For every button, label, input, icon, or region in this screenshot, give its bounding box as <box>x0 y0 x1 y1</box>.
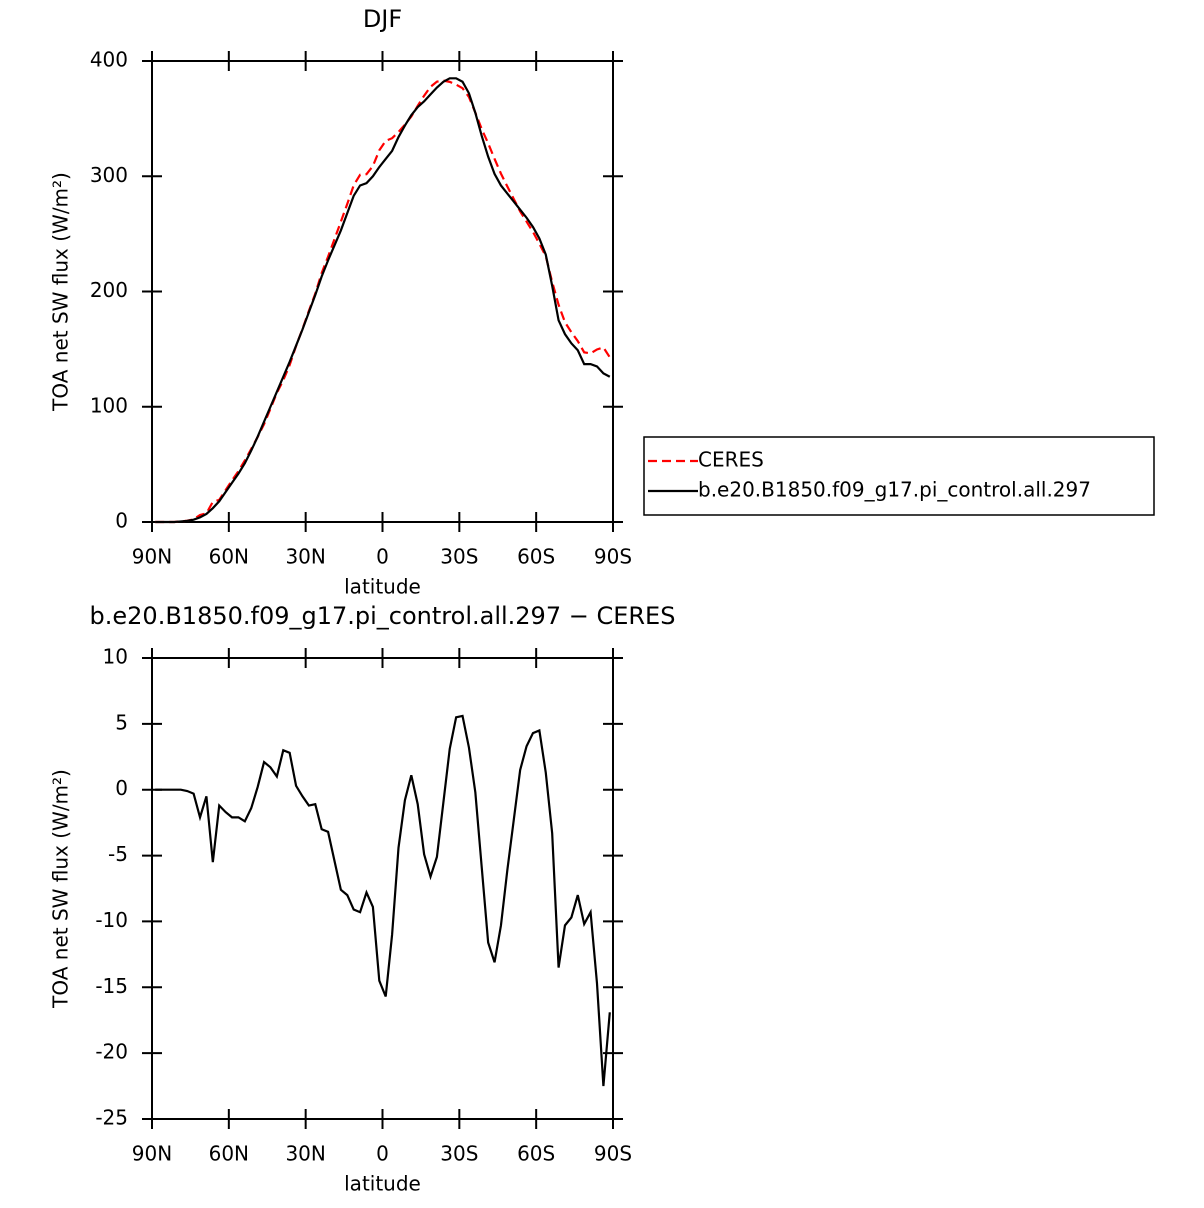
x-tick-label: 90N <box>132 545 172 569</box>
chart-title: b.e20.B1850.f09_g17.pi_control.all.297 −… <box>90 602 676 630</box>
x-tick-label: 30N <box>285 1142 325 1166</box>
y-tick-label: 300 <box>90 163 128 187</box>
y-tick-label: -15 <box>95 974 128 998</box>
x-tick-label: 60N <box>209 1142 249 1166</box>
y-tick-label: 200 <box>90 278 128 302</box>
x-tick-label: 90S <box>594 1142 632 1166</box>
chart-title: DJF <box>363 5 402 33</box>
x-tick-label: 60S <box>517 545 555 569</box>
data-line <box>155 714 611 1087</box>
x-tick-label: 90N <box>132 1142 172 1166</box>
x-tick-label: 30S <box>440 1142 478 1166</box>
x-tick-label: 0 <box>376 1142 389 1166</box>
y-tick-label: -25 <box>95 1106 128 1130</box>
y-tick-label: 0 <box>115 776 128 800</box>
x-tick-label: 0 <box>376 545 389 569</box>
data-line <box>155 79 611 524</box>
y-tick-label: 5 <box>115 710 128 734</box>
y-axis-label: TOA net SW flux (W/m²) <box>49 769 73 1009</box>
y-tick-label: 400 <box>90 48 128 72</box>
y-tick-label: -5 <box>108 842 128 866</box>
y-tick-label: 100 <box>90 393 128 417</box>
x-axis-label: latitude <box>344 575 421 599</box>
y-axis-label: TOA net SW flux (W/m²) <box>49 172 73 412</box>
y-tick-label: 0 <box>115 509 128 533</box>
x-tick-label: 30S <box>440 545 478 569</box>
plot-frame <box>151 657 614 1120</box>
legend-label: CERES <box>698 448 764 472</box>
x-axis-label: latitude <box>344 1172 421 1196</box>
legend-box <box>643 436 1155 516</box>
data-line <box>155 77 611 524</box>
x-tick-label: 30N <box>285 545 325 569</box>
y-tick-label: -20 <box>95 1040 128 1064</box>
x-tick-label: 60S <box>517 1142 555 1166</box>
x-tick-label: 90S <box>594 545 632 569</box>
y-tick-label: 10 <box>103 645 128 669</box>
legend-label: b.e20.B1850.f09_g17.pi_control.all.297 <box>698 478 1091 502</box>
y-tick-label: -10 <box>95 908 128 932</box>
plot-frame <box>151 60 614 523</box>
x-tick-label: 60N <box>209 545 249 569</box>
